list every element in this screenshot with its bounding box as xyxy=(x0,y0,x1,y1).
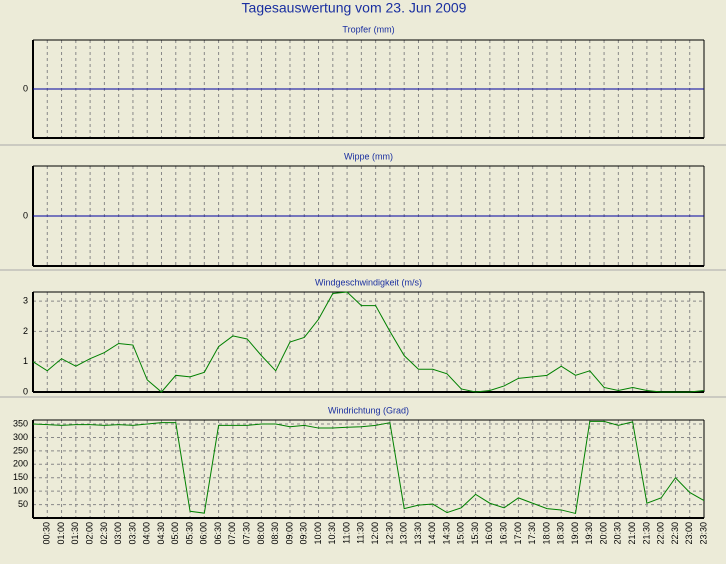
x-tick-label: 00:30 xyxy=(42,522,52,545)
plot-area xyxy=(33,292,704,392)
x-tick-label: 17:00 xyxy=(513,522,523,545)
panel-title: Windrichtung (Grad) xyxy=(328,405,409,415)
x-tick-label: 16:00 xyxy=(484,522,494,545)
y-tick-label: 300 xyxy=(13,432,28,442)
x-tick-label: 21:00 xyxy=(627,522,637,545)
x-tick-label: 14:00 xyxy=(427,522,437,545)
y-tick-label: 50 xyxy=(18,499,28,509)
panel-title: Windgeschwindigkeit (m/s) xyxy=(315,277,422,287)
plot-area xyxy=(33,420,704,518)
x-tick-label: 02:30 xyxy=(99,522,109,545)
x-tick-label: 03:30 xyxy=(127,522,137,545)
x-tick-label: 18:30 xyxy=(556,522,566,545)
y-tick-label: 0 xyxy=(23,83,28,93)
x-tick-label: 06:30 xyxy=(213,522,223,545)
x-tick-label: 04:30 xyxy=(156,522,166,545)
x-tick-label: 16:30 xyxy=(499,522,509,545)
y-tick-label: 100 xyxy=(13,486,28,496)
x-tick-label: 12:30 xyxy=(384,522,394,545)
x-tick-label: 20:00 xyxy=(598,522,608,545)
x-tick-label: 08:00 xyxy=(256,522,266,545)
x-tick-label: 08:30 xyxy=(270,522,280,545)
x-tick-label: 05:00 xyxy=(170,522,180,545)
x-tick-label: 12:00 xyxy=(370,522,380,545)
x-tick-label: 20:30 xyxy=(613,522,623,545)
y-tick-label: 2 xyxy=(23,326,28,336)
x-tick-label: 10:30 xyxy=(327,522,337,545)
x-tick-label: 22:30 xyxy=(670,522,680,545)
y-tick-label: 150 xyxy=(13,472,28,482)
x-tick-label: 01:30 xyxy=(70,522,80,545)
x-tick-label: 02:00 xyxy=(84,522,94,545)
y-tick-label: 200 xyxy=(13,459,28,469)
x-tick-label: 13:00 xyxy=(399,522,409,545)
x-tick-label: 15:00 xyxy=(456,522,466,545)
x-tick-label: 04:00 xyxy=(142,522,152,545)
x-tick-label: 21:30 xyxy=(641,522,651,545)
y-tick-label: 250 xyxy=(13,445,28,455)
chart-title: Tagesauswertung vom 23. Jun 2009 xyxy=(242,0,467,16)
x-tick-label: 14:30 xyxy=(441,522,451,545)
x-tick-label: 03:00 xyxy=(113,522,123,545)
x-tick-label: 18:00 xyxy=(541,522,551,545)
data-line xyxy=(32,291,705,393)
x-tick-label: 17:30 xyxy=(527,522,537,545)
x-tick-label: 15:30 xyxy=(470,522,480,545)
x-tick-label: 23:00 xyxy=(684,522,694,545)
y-tick-label: 1 xyxy=(23,356,28,366)
x-tick-label: 22:00 xyxy=(656,522,666,545)
x-tick-label: 06:00 xyxy=(199,522,209,545)
x-tick-label: 01:00 xyxy=(56,522,66,545)
panel-title: Wippe (mm) xyxy=(344,151,393,161)
x-tick-label: 09:30 xyxy=(299,522,309,545)
x-tick-label: 19:00 xyxy=(570,522,580,545)
y-tick-label: 0 xyxy=(23,386,28,396)
y-tick-label: 350 xyxy=(13,418,28,428)
x-tick-label: 13:30 xyxy=(413,522,423,545)
x-tick-label: 23:30 xyxy=(698,522,708,545)
x-tick-label: 11:30 xyxy=(356,522,366,544)
x-tick-label: 07:00 xyxy=(227,522,237,545)
data-line xyxy=(32,420,705,515)
panel-title: Tropfer (mm) xyxy=(342,24,394,34)
x-tick-label: 07:30 xyxy=(242,522,252,545)
x-tick-label: 19:30 xyxy=(584,522,594,545)
x-tick-label: 05:30 xyxy=(184,522,194,545)
y-tick-label: 3 xyxy=(23,295,28,305)
x-tick-label: 11:00 xyxy=(341,522,351,544)
y-tick-label: 0 xyxy=(23,210,28,220)
x-tick-label: 09:00 xyxy=(284,522,294,545)
x-tick-label: 10:00 xyxy=(313,522,323,545)
